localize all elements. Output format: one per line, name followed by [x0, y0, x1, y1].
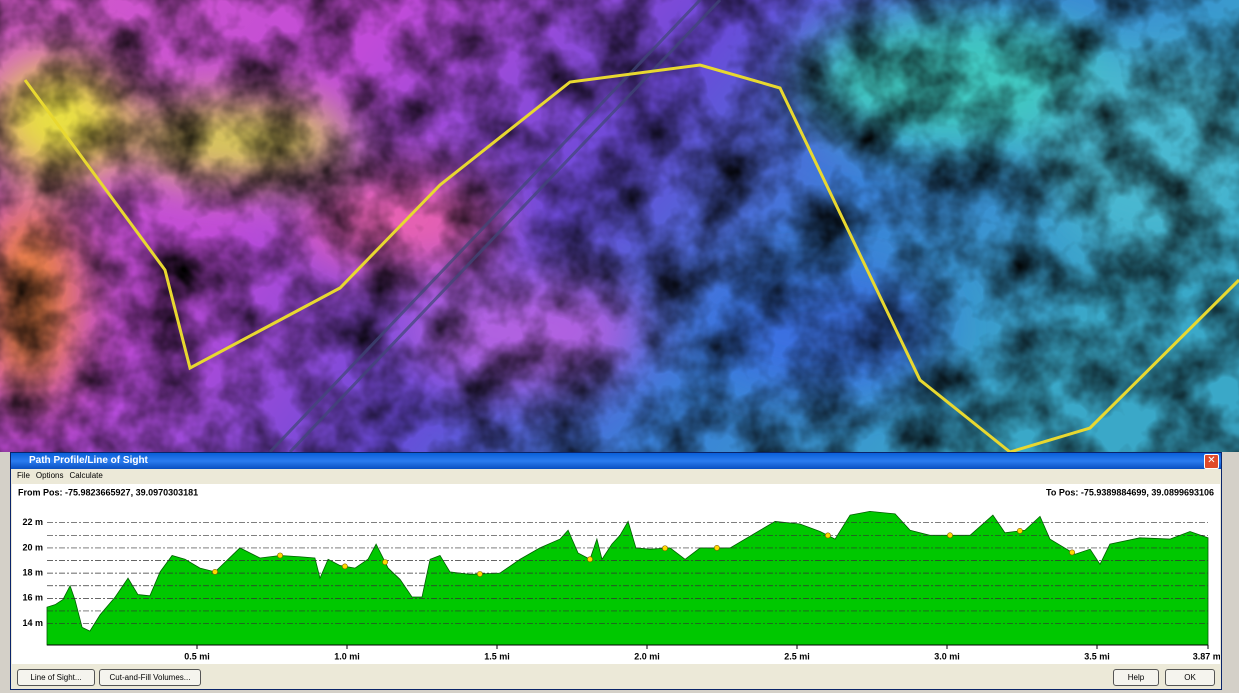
x-tick-label: 2.0 mi	[634, 651, 660, 661]
path-vertex	[1017, 528, 1022, 533]
y-tick-label: 18 m	[22, 568, 43, 578]
title-bar: Path Profile/Line of Sight	[11, 453, 1221, 469]
path-vertex	[662, 546, 667, 551]
path-vertex	[477, 571, 482, 576]
button[interactable]: Help	[1113, 669, 1159, 686]
x-tick-label: 1.5 mi	[484, 651, 510, 661]
x-tick-label: 3.87 mi	[1193, 651, 1220, 661]
x-tick-label: 0.5 mi	[184, 651, 210, 661]
menu-item[interactable]: File	[17, 471, 30, 480]
path-vertex	[212, 569, 217, 574]
terrain-map	[0, 0, 1239, 452]
path-vertex	[825, 533, 830, 538]
x-tick-label: 3.0 mi	[934, 651, 960, 661]
button[interactable]: OK	[1165, 669, 1215, 686]
button[interactable]: Line of Sight...	[17, 669, 95, 686]
screen: Path Profile/Line of Sight ✕ File Options…	[0, 0, 1239, 693]
path-vertex	[342, 564, 347, 569]
profile-chart: From Pos: -75.9823665927, 39.0970303181 …	[12, 484, 1220, 664]
y-tick-label: 22 m	[22, 517, 43, 527]
path-vertex	[278, 553, 283, 558]
menu-item[interactable]: Calculate	[69, 471, 102, 480]
menu-item[interactable]: Options	[36, 471, 64, 480]
path-vertex	[587, 557, 592, 562]
path-vertex	[947, 533, 952, 538]
x-tick-label: 2.5 mi	[784, 651, 810, 661]
y-tick-label: 16 m	[22, 593, 43, 603]
close-button[interactable]: ✕	[1204, 454, 1219, 469]
path-vertex	[383, 559, 388, 564]
x-tick-label: 3.5 mi	[1084, 651, 1110, 661]
y-tick-label: 14 m	[22, 618, 43, 628]
button[interactable]: Cut-and-Fill Volumes...	[99, 669, 201, 686]
from-pos: From Pos: -75.9823665927, 39.0970303181	[18, 487, 198, 497]
path-vertex	[714, 545, 719, 550]
menu-bar: File Options Calculate	[11, 469, 1221, 482]
x-tick-label: 1.0 mi	[334, 651, 360, 661]
to-pos: To Pos: -75.9389884699, 39.0899693106	[1046, 487, 1214, 497]
window-title: Path Profile/Line of Sight	[29, 455, 148, 466]
path-vertex	[1070, 550, 1075, 555]
y-tick-label: 20 m	[22, 542, 43, 552]
